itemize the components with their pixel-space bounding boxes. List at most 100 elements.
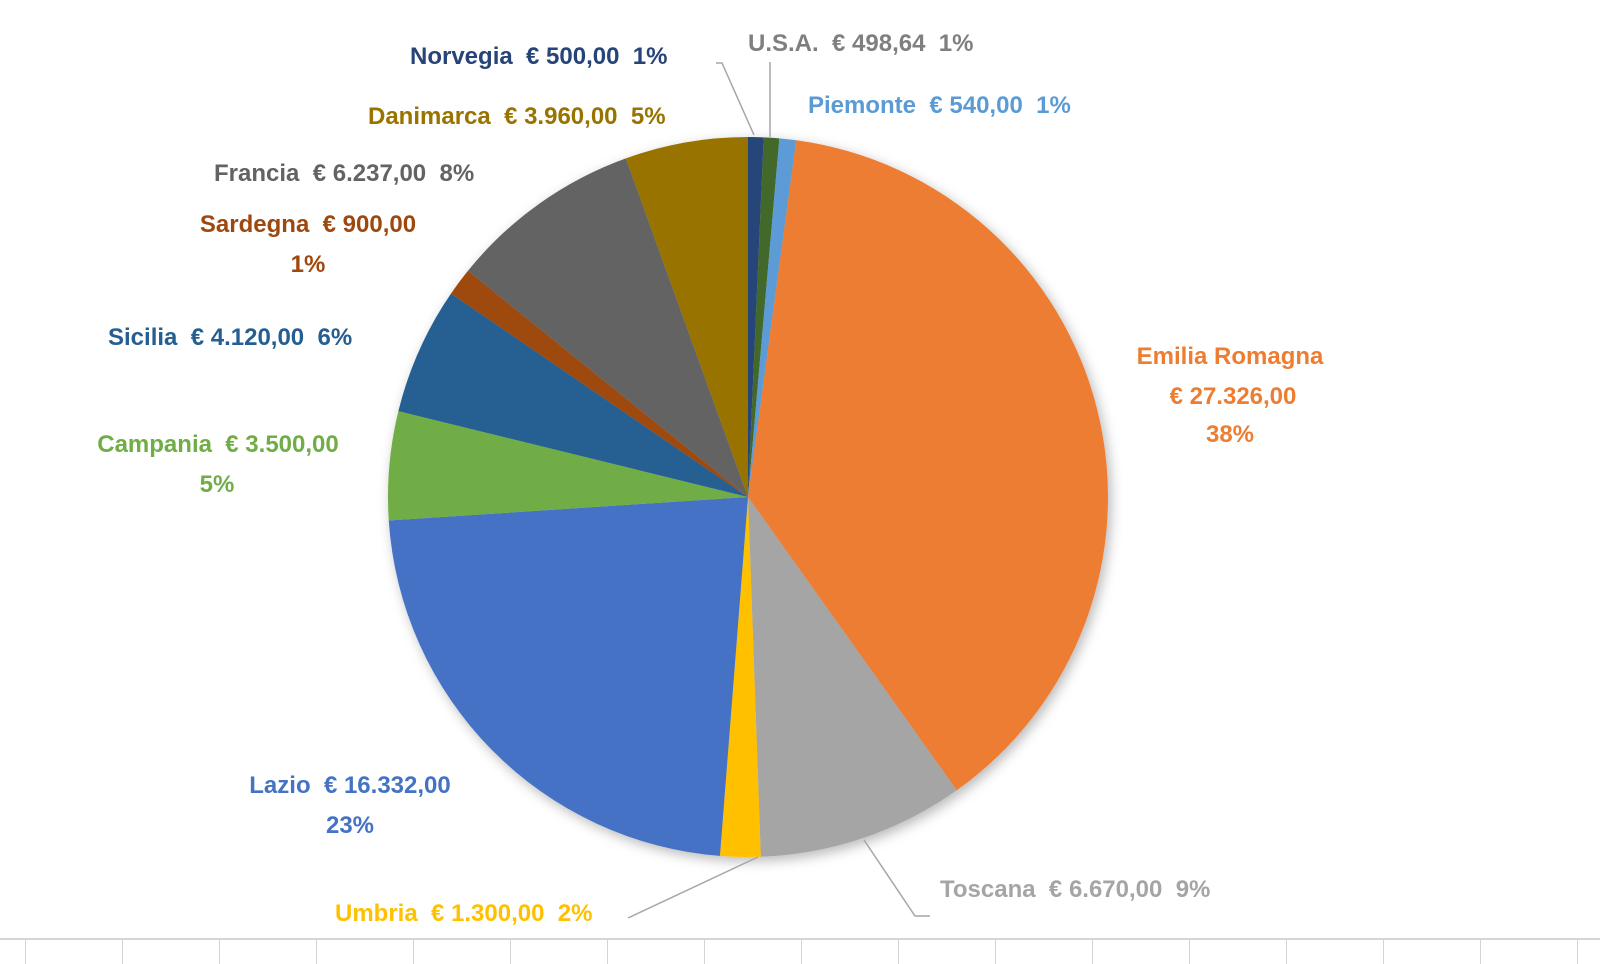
grid-column-divider: [1383, 940, 1384, 964]
label-line: Sicilia € 4.120,00 6%: [108, 324, 352, 351]
label-line: Umbria € 1.300,00 2%: [335, 900, 593, 927]
label-line: Campania € 3.500,00: [97, 431, 338, 458]
grid-column-divider: [510, 940, 511, 964]
data-label-sardegna: Sardegna € 900,00 1%: [200, 211, 416, 278]
leader-umbria: [627, 856, 759, 919]
pie-slice-toscana[interactable]: [748, 497, 957, 857]
pie-slice-u-s-a[interactable]: [748, 137, 780, 497]
label-name: Sicilia: [108, 324, 178, 351]
label-line: Piemonte € 540,00 1%: [808, 92, 1071, 119]
label-name: Danimarca: [368, 103, 491, 130]
pie-slice-umbria[interactable]: [719, 497, 761, 858]
label-value-label: € 498,64: [819, 30, 926, 57]
label-line: 1%: [291, 251, 326, 278]
data-label-norvegia: Norvegia € 500,00 1%: [410, 43, 668, 70]
label-line: U.S.A. € 498,64 1%: [748, 30, 973, 57]
spreadsheet-grid-row: [0, 938, 1600, 964]
grid-column-divider: [898, 940, 899, 964]
pie-slice-francia[interactable]: [467, 158, 748, 497]
label-percent-label: 1%: [1023, 92, 1071, 119]
label-value-label: € 6.670,00: [1036, 876, 1163, 903]
label-line: 23%: [326, 812, 374, 839]
pie-slice-sardegna[interactable]: [451, 270, 748, 497]
label-value-label: € 6.237,00: [299, 160, 426, 187]
pie-chart: Norvegia € 500,00 1% U.S.A. € 498,64 1%Pi…: [97, 30, 1324, 927]
label-line: Lazio € 16.332,00: [249, 772, 450, 799]
pie-slice-emilia-romagna[interactable]: [748, 140, 1108, 791]
label-value-label: € 900,00: [309, 211, 416, 238]
data-label-emilia-romagna: Emilia Romagna € 27.326,00 38%: [1137, 343, 1324, 448]
grid-column-divider: [1092, 940, 1093, 964]
label-line: 5%: [200, 471, 235, 498]
label-line: Danimarca € 3.960,00 5%: [368, 103, 666, 130]
pie-slice-campania[interactable]: [388, 411, 748, 521]
pie-slice-sicilia[interactable]: [398, 293, 748, 497]
data-label-campania: Campania € 3.500,00 5%: [97, 431, 338, 498]
label-value-label: € 16.332,00: [311, 772, 451, 799]
label-value-label: € 1.300,00: [418, 900, 545, 927]
label-percent-label: 1%: [925, 30, 973, 57]
data-label-lazio: Lazio € 16.332,00 23%: [249, 772, 450, 839]
label-percent-label: 6%: [304, 324, 352, 351]
label-value-label: € 3.500,00: [212, 431, 339, 458]
label-name: Emilia Romagna: [1137, 343, 1324, 370]
label-percent-label: 1%: [619, 43, 667, 70]
data-label-u-s-a: U.S.A. € 498,64 1%: [748, 30, 973, 57]
data-label-sicilia: Sicilia € 4.120,00 6%: [108, 324, 352, 351]
grid-column-divider: [607, 940, 608, 964]
grid-column-divider: [316, 940, 317, 964]
label-name: Norvegia: [410, 43, 513, 70]
label-value-label: € 500,00: [513, 43, 620, 70]
grid-column-divider: [1189, 940, 1190, 964]
pie-slice-danimarca[interactable]: [625, 137, 748, 497]
grid-column-divider: [219, 940, 220, 964]
label-percent-label: 8%: [426, 160, 474, 187]
data-label-danimarca: Danimarca € 3.960,00 5%: [368, 103, 666, 130]
grid-column-divider: [25, 940, 26, 964]
label-line: Norvegia € 500,00 1%: [410, 43, 668, 70]
label-name: Umbria: [335, 900, 418, 927]
label-line: € 27.326,00: [1170, 383, 1297, 410]
label-value-label: € 27.326,00: [1170, 383, 1297, 410]
label-name: Toscana: [940, 876, 1036, 903]
data-label-toscana: Toscana € 6.670,00 9%: [940, 876, 1210, 903]
leader-lines: [627, 62, 930, 919]
label-name: Francia: [214, 160, 300, 187]
pie-slices: [388, 137, 1108, 858]
grid-column-divider: [801, 940, 802, 964]
grid-column-divider: [1286, 940, 1287, 964]
label-percent-label: 1%: [291, 251, 326, 278]
grid-column-divider: [122, 940, 123, 964]
label-name: Piemonte: [808, 92, 916, 119]
label-value-label: € 4.120,00: [177, 324, 304, 351]
leader-norvegia: [716, 62, 755, 136]
pie-slice-lazio[interactable]: [388, 497, 748, 856]
label-name: Lazio: [249, 772, 310, 799]
data-label-francia: Francia € 6.237,00 8%: [214, 160, 474, 187]
label-line: Toscana € 6.670,00 9%: [940, 876, 1210, 903]
grid-column-divider: [704, 940, 705, 964]
label-line: Emilia Romagna: [1137, 343, 1324, 370]
label-percent-label: 5%: [618, 103, 666, 130]
label-percent-label: 23%: [326, 812, 374, 839]
label-name: Sardegna: [200, 211, 310, 238]
data-label-piemonte: Piemonte € 540,00 1%: [808, 92, 1071, 119]
grid-column-divider: [995, 940, 996, 964]
label-line: 38%: [1206, 421, 1254, 448]
grid-column-divider: [413, 940, 414, 964]
label-percent-label: 38%: [1206, 421, 1254, 448]
pie-slice-norvegia[interactable]: [748, 137, 764, 497]
label-percent-label: 2%: [544, 900, 592, 927]
label-name: U.S.A.: [748, 30, 819, 57]
label-line: Francia € 6.237,00 8%: [214, 160, 474, 187]
grid-column-divider: [1577, 940, 1578, 964]
label-value-label: € 540,00: [916, 92, 1023, 119]
label-percent-label: 5%: [200, 471, 235, 498]
label-name: Campania: [97, 431, 212, 458]
grid-column-divider: [1480, 940, 1481, 964]
data-labels: Norvegia € 500,00 1% U.S.A. € 498,64 1%Pi…: [97, 30, 1324, 927]
label-value-label: € 3.960,00: [491, 103, 618, 130]
data-label-umbria: Umbria € 1.300,00 2%: [335, 900, 593, 927]
pie-slice-piemonte[interactable]: [748, 138, 797, 497]
label-percent-label: 9%: [1162, 876, 1210, 903]
